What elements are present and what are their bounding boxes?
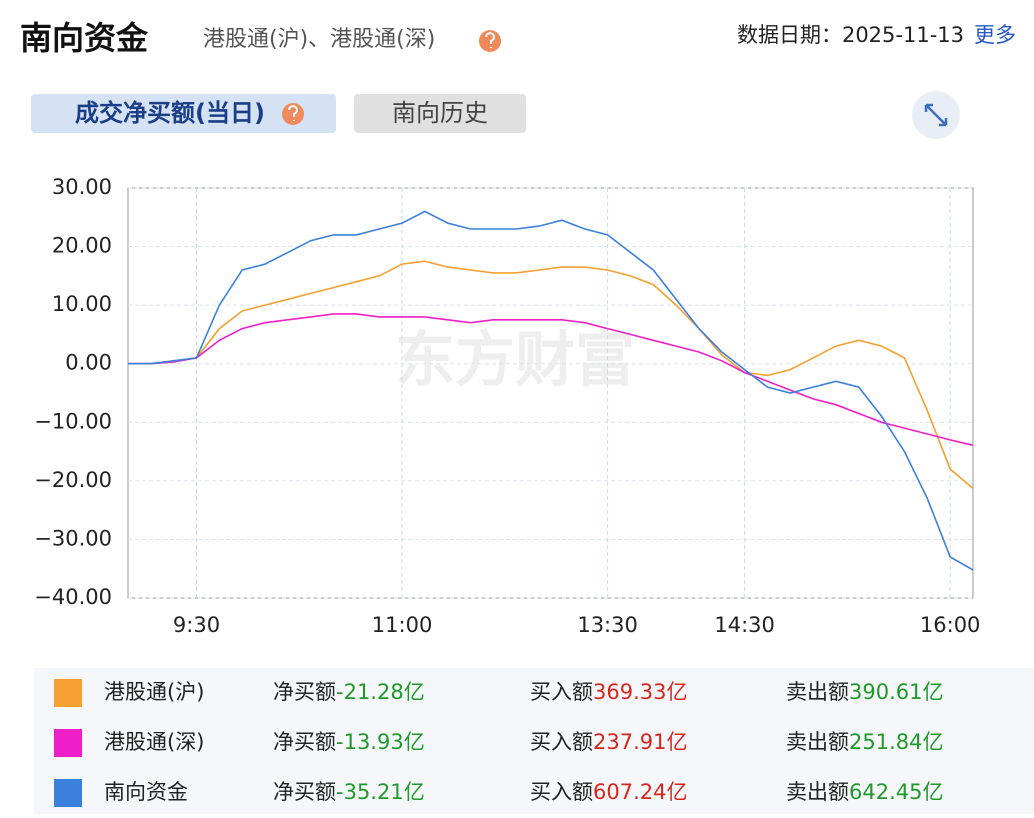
tab-label[interactable]: 成交净买额(当日) <box>75 99 265 127</box>
series-line <box>128 210 974 571</box>
summary-item: 净买额-21.28亿 <box>273 680 425 704</box>
summary-value: -35.21亿 <box>336 780 425 804</box>
help-icon[interactable] <box>479 30 501 52</box>
x-tick-label: 9:30 <box>173 613 220 637</box>
tab[interactable] <box>354 94 526 133</box>
summary-value: 251.84亿 <box>849 730 943 754</box>
y-tick-label: 30.00 <box>52 175 112 199</box>
summary-item: 净买额-35.21亿 <box>273 780 425 804</box>
summary-label: 卖出额 <box>786 730 849 754</box>
summary-value: -13.93亿 <box>336 730 425 754</box>
summary-label: 买入额 <box>530 680 593 704</box>
summary-item: 买入额369.33亿 <box>530 680 687 704</box>
subtitle: 港股通(沪)、港股通(深) <box>203 27 435 52</box>
more-link[interactable]: 更多 <box>974 23 1016 47</box>
summary-item: 卖出额251.84亿 <box>786 730 943 754</box>
x-tick-label: 14:30 <box>714 613 775 637</box>
expand-button[interactable] <box>912 91 960 139</box>
summary-label: 买入额 <box>530 730 593 754</box>
legend-label: 南向资金 <box>104 780 188 804</box>
tab-active[interactable] <box>31 94 336 133</box>
summary-value: 642.45亿 <box>849 780 943 804</box>
legend-table <box>34 668 1034 814</box>
summary-value: 237.91亿 <box>593 730 687 754</box>
summary-item: 买入额607.24亿 <box>530 780 687 804</box>
date: 数据日期：2025-11-13 <box>737 23 964 47</box>
y-tick-label: −30.00 <box>34 526 112 550</box>
watermark: 东方财富 <box>395 326 635 396</box>
y-tick-label: 10.00 <box>52 292 112 316</box>
help-icon[interactable] <box>282 103 304 125</box>
legend-swatch <box>54 779 82 807</box>
summary-label: 买入额 <box>530 780 593 804</box>
legend-swatch <box>54 679 82 707</box>
tab-label[interactable]: 南向历史 <box>392 99 488 127</box>
summary-label: 净买额 <box>273 730 336 754</box>
y-tick-label: 20.00 <box>52 234 112 258</box>
series-line <box>128 313 974 447</box>
y-tick-label: −20.00 <box>34 468 112 492</box>
x-tick-label: 11:00 <box>372 613 433 637</box>
summary-item: 买入额237.91亿 <box>530 730 687 754</box>
y-tick-label: 0.00 <box>65 351 112 375</box>
legend-label: 港股通(沪) <box>104 680 204 704</box>
summary-label: 净买额 <box>273 680 336 704</box>
summary-value: 607.24亿 <box>593 780 687 804</box>
y-tick-label: −40.00 <box>34 585 112 609</box>
summary-value: 369.33亿 <box>593 680 687 704</box>
legend-swatch <box>54 729 82 757</box>
summary-item: 净买额-13.93亿 <box>273 730 425 754</box>
x-tick-label: 13:30 <box>577 613 638 637</box>
x-tick-label: 16:00 <box>920 613 981 637</box>
y-tick-label: −10.00 <box>34 409 112 433</box>
series-line <box>128 260 974 490</box>
summary-value: 390.61亿 <box>849 680 943 704</box>
summary-label: 卖出额 <box>786 680 849 704</box>
summary-item: 卖出额642.45亿 <box>786 780 943 804</box>
summary-item: 卖出额390.61亿 <box>786 680 943 704</box>
summary-value: -21.28亿 <box>336 680 425 704</box>
legend-label: 港股通(深) <box>104 730 204 754</box>
summary-label: 净买额 <box>273 780 336 804</box>
summary-label: 卖出额 <box>786 780 849 804</box>
title: 南向资金 <box>20 19 149 57</box>
